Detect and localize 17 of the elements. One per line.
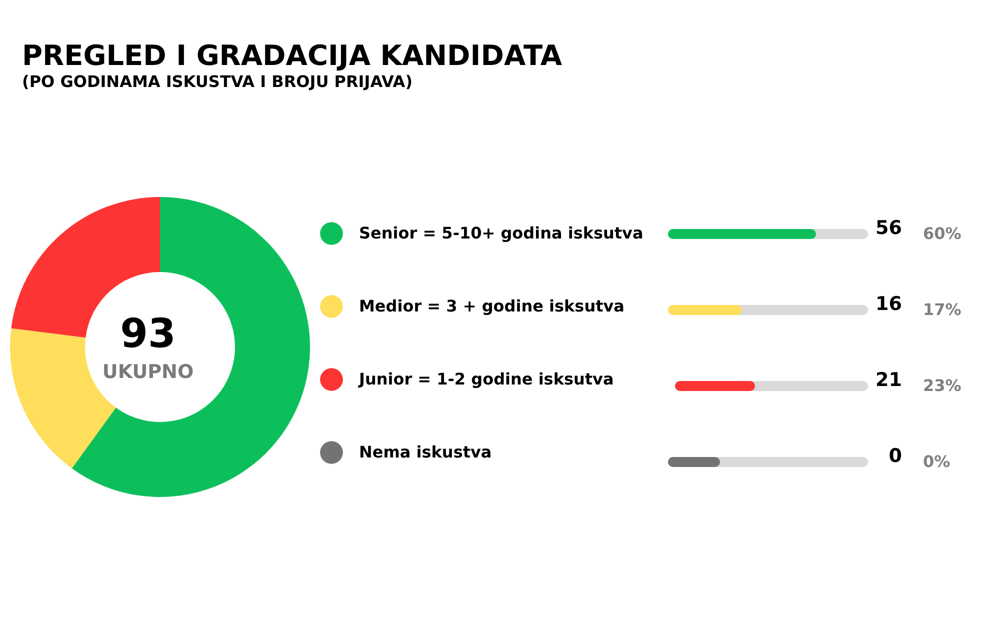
legend-label: Medior = 3 + godine isksutva	[359, 296, 624, 316]
text: UKUPNO	[102, 361, 194, 383]
text: 93	[120, 311, 176, 357]
data-label: 23%	[923, 376, 962, 395]
donut-slice	[72, 197, 310, 497]
legend-label: Nema iskustva	[359, 442, 492, 462]
text: 21	[876, 369, 902, 391]
text: 0%	[923, 452, 950, 471]
chart-title: PREGLED I GRADACIJA KANDIDATA	[22, 39, 562, 72]
legend-label: Senior = 5-10+ godina isksutva	[359, 224, 644, 242]
data-label: 60%	[923, 224, 962, 243]
text: 0	[888, 445, 902, 467]
text: 56	[876, 217, 902, 239]
chart-subtitle: (PO GODINAMA ISKUSTVA I BROJU PRIJAVA)	[22, 72, 412, 91]
text: 16	[876, 293, 902, 315]
legend-label: Junior = 1-2 godine isksutva	[358, 370, 614, 388]
data-label: 17%	[923, 300, 962, 319]
